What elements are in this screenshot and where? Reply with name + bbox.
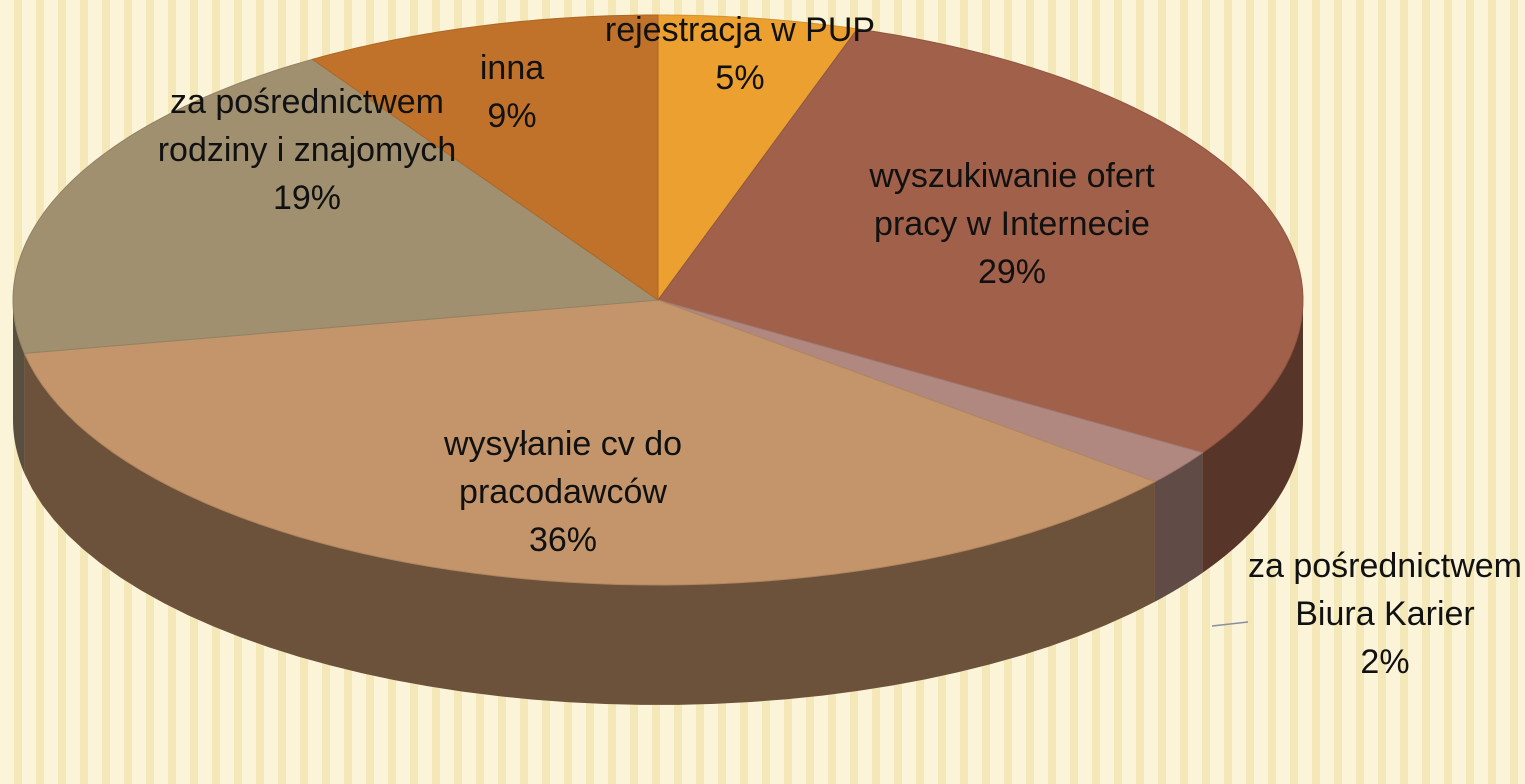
data-label: rejestracja w PUP 5% [540, 6, 940, 102]
category-label: za pośrednictwem Biura Karier [1247, 547, 1522, 633]
data-label: inna 9% [432, 44, 592, 140]
category-label: wyszukiwanie ofert pracy w Internecie [869, 157, 1155, 243]
category-label: inna [479, 49, 545, 87]
value-label: 19% [272, 179, 342, 217]
value-label: 29% [977, 253, 1047, 291]
pie-side [13, 300, 25, 474]
data-label: wyszukiwanie ofert pracy w Internecie 29% [862, 152, 1162, 296]
leader-line [1211, 621, 1249, 627]
data-label: za pośrednictwem rodziny i znajomych 19% [157, 78, 457, 222]
pie-side [24, 353, 1155, 705]
pie-slice [23, 299, 1157, 586]
value-label: 36% [528, 521, 598, 559]
pie-side [1202, 300, 1303, 573]
value-label: 5% [715, 59, 765, 97]
pie-slice [657, 28, 1304, 454]
pie-slice [12, 58, 660, 354]
pie-side [1154, 452, 1203, 602]
pie-slice [311, 14, 659, 301]
pie-slice [657, 299, 1204, 483]
data-label: za pośrednictwem Biura Karier 2% [1235, 542, 1525, 686]
category-label: za pośrednictwem rodziny i znajomych [157, 83, 457, 169]
value-label: 9% [487, 97, 537, 135]
value-label: 2% [1360, 643, 1410, 681]
category-label: rejestracja w PUP [604, 11, 876, 49]
pie-slice [657, 14, 859, 302]
data-label: wysyłanie cv do pracodawców 36% [383, 420, 743, 564]
category-label: wysyłanie cv do pracodawców [443, 425, 683, 511]
